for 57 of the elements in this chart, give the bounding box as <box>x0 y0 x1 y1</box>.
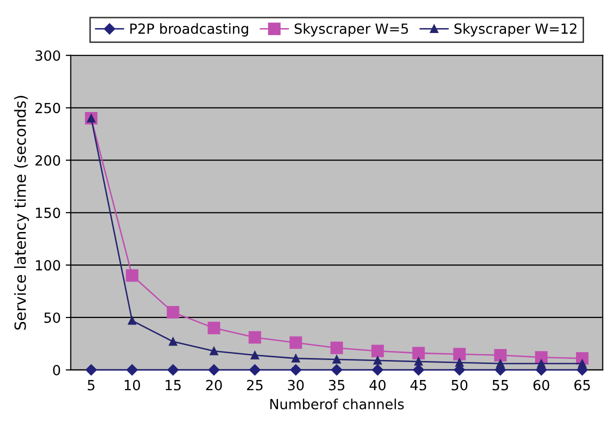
point <box>86 364 97 376</box>
point <box>250 351 260 360</box>
point <box>167 364 179 376</box>
point <box>292 354 300 363</box>
point <box>128 316 136 325</box>
x-tick-label: 20 <box>206 380 222 390</box>
y-axis-title: Service latency time (seconds) <box>14 96 29 330</box>
y-tick-label: 50 <box>44 312 60 323</box>
point <box>331 364 342 376</box>
point <box>166 306 180 318</box>
legend-label: Skyscraper W=12 <box>454 23 576 37</box>
point <box>578 359 586 368</box>
point <box>535 351 548 364</box>
y-tick-label: 200 <box>36 155 60 166</box>
point <box>249 364 260 376</box>
y-tick-label: 0 <box>53 364 60 376</box>
point <box>372 364 384 376</box>
y-tick-label: 150 <box>36 208 60 218</box>
point <box>496 359 505 368</box>
x-tick-label: 25 <box>247 380 262 390</box>
x-tick-label: 55 <box>492 380 508 390</box>
x-tick-label: 5 <box>88 380 94 390</box>
x-tick-label: 10 <box>124 380 140 390</box>
point <box>210 346 218 356</box>
x-tick-label: 15 <box>166 380 181 390</box>
point <box>494 348 507 362</box>
point <box>126 269 138 282</box>
point <box>371 344 384 358</box>
point <box>455 358 464 367</box>
x-tick-label: 45 <box>410 380 426 390</box>
point <box>537 359 546 368</box>
point <box>208 364 220 376</box>
point <box>412 364 424 376</box>
x-tick-label: 65 <box>574 380 590 390</box>
point <box>412 346 425 360</box>
legend-label: Skyscraper W=5 <box>294 23 408 37</box>
point <box>290 336 302 349</box>
point <box>248 331 262 344</box>
point <box>208 322 220 334</box>
y-tick-label: 100 <box>36 260 60 271</box>
point <box>453 348 466 360</box>
x-tick-label: 40 <box>369 380 386 390</box>
x-tick-label: 35 <box>328 380 344 390</box>
x-tick-label: 60 <box>533 380 550 390</box>
point <box>332 355 341 364</box>
point <box>290 364 302 376</box>
x-tick-label: 50 <box>452 380 468 390</box>
x-axis-title: Numberof channels <box>270 398 404 410</box>
point <box>168 337 178 346</box>
legend-label: P2P broadcasting <box>130 23 248 37</box>
point <box>373 356 382 365</box>
y-tick-label: 250 <box>36 102 60 114</box>
y-tick-label: 300 <box>36 50 60 61</box>
point <box>330 342 343 354</box>
point <box>414 357 423 366</box>
point <box>126 364 138 376</box>
x-tick-label: 30 <box>288 380 304 390</box>
